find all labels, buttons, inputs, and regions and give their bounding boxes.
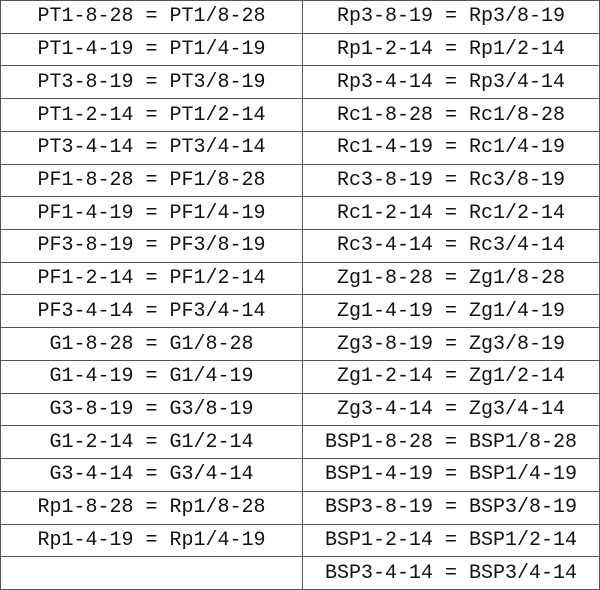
table-cell: Rc1-4-19 = Rc1/4-19 bbox=[302, 130, 600, 165]
table-row: PF1-8-28 = PF1/8-28 Rc3-8-19 = Rc3/8-19 bbox=[0, 163, 600, 198]
table-cell: PF1-4-19 = PF1/4-19 bbox=[0, 196, 303, 231]
table-row: PF1-2-14 = PF1/2-14 Zg1-8-28 = Zg1/8-28 bbox=[0, 261, 600, 296]
table-cell: PT1-4-19 = PT1/4-19 bbox=[0, 32, 303, 67]
table-cell: PT1-8-28 = PT1/8-28 bbox=[0, 0, 303, 34]
table-row: PT1-2-14 = PT1/2-14 Rc1-8-28 = Rc1/8-28 bbox=[0, 98, 600, 132]
table-cell: PT3-8-19 = PT3/8-19 bbox=[0, 65, 303, 100]
table-cell: Rc1-2-14 = Rc1/2-14 bbox=[302, 196, 600, 231]
table-cell: PT3-4-14 = PT3/4-14 bbox=[0, 130, 303, 165]
table-row: Rp1-8-28 = Rp1/8-28 BSP3-8-19 = BSP3/8-19 bbox=[0, 490, 600, 525]
table-row: G3-4-14 = G3/4-14 BSP1-4-19 = BSP1/4-19 bbox=[0, 458, 600, 492]
table-row: G1-2-14 = G1/2-14 BSP1-8-28 = BSP1/8-28 bbox=[0, 425, 600, 460]
table-cell: Rp3-4-14 = Rp3/4-14 bbox=[302, 65, 600, 100]
table-cell: BSP3-4-14 = BSP3/4-14 bbox=[302, 556, 600, 590]
table-cell: Zg3-4-14 = Zg3/4-14 bbox=[302, 392, 600, 427]
table-cell: PF3-4-14 = PF3/4-14 bbox=[0, 294, 303, 329]
table-cell: BSP1-4-19 = BSP1/4-19 bbox=[302, 458, 600, 492]
table-cell: BSP1-2-14 = BSP1/2-14 bbox=[302, 523, 600, 558]
table-cell: Rp1-4-19 = Rp1/4-19 bbox=[0, 523, 303, 558]
table-cell: Rp1-8-28 = Rp1/8-28 bbox=[0, 490, 303, 525]
table-cell: BSP3-8-19 = BSP3/8-19 bbox=[302, 490, 600, 525]
table-row: G1-4-19 = G1/4-19 Zg1-2-14 = Zg1/2-14 bbox=[0, 359, 600, 394]
table-cell: G1-4-19 = G1/4-19 bbox=[0, 359, 303, 394]
table-row: PT3-4-14 = PT3/4-14 Rc1-4-19 = Rc1/4-19 bbox=[0, 130, 600, 165]
table-cell: Rc1-8-28 = Rc1/8-28 bbox=[302, 98, 600, 132]
table-cell: PT1-2-14 = PT1/2-14 bbox=[0, 98, 303, 132]
table-cell: Zg1-8-28 = Zg1/8-28 bbox=[302, 261, 600, 296]
table-row: G1-8-28 = G1/8-28 Zg3-8-19 = Zg3/8-19 bbox=[0, 327, 600, 361]
table-cell: G3-4-14 = G3/4-14 bbox=[0, 458, 303, 492]
table-cell: G3-8-19 = G3/8-19 bbox=[0, 392, 303, 427]
table-row: Rp1-4-19 = Rp1/4-19 BSP1-2-14 = BSP1/2-14 bbox=[0, 523, 600, 558]
table-cell: Zg1-4-19 = Zg1/4-19 bbox=[302, 294, 600, 329]
table-cell: Rp1-2-14 = Rp1/2-14 bbox=[302, 32, 600, 67]
table-cell: Rc3-8-19 = Rc3/8-19 bbox=[302, 163, 600, 198]
table-cell: Rp3-8-19 = Rp3/8-19 bbox=[302, 0, 600, 34]
table-cell: BSP1-8-28 = BSP1/8-28 bbox=[302, 425, 600, 460]
table-row: PF3-4-14 = PF3/4-14 Zg1-4-19 = Zg1/4-19 bbox=[0, 294, 600, 329]
table-cell: Zg1-2-14 = Zg1/2-14 bbox=[302, 359, 600, 394]
table-row: PF1-4-19 = PF1/4-19 Rc1-2-14 = Rc1/2-14 bbox=[0, 196, 600, 231]
table-cell: Rc3-4-14 = Rc3/4-14 bbox=[302, 229, 600, 263]
table-row: PT1-4-19 = PT1/4-19 Rp1-2-14 = Rp1/2-14 bbox=[0, 32, 600, 67]
table-row: PT3-8-19 = PT3/8-19 Rp3-4-14 = Rp3/4-14 bbox=[0, 65, 600, 100]
table-row: BSP3-4-14 = BSP3/4-14 bbox=[0, 556, 600, 590]
table-cell bbox=[0, 556, 303, 590]
table-cell: Zg3-8-19 = Zg3/8-19 bbox=[302, 327, 600, 361]
table-cell: PF3-8-19 = PF3/8-19 bbox=[0, 229, 303, 263]
table-row: PT1-8-28 = PT1/8-28 Rp3-8-19 = Rp3/8-19 bbox=[0, 0, 600, 34]
table-cell: G1-8-28 = G1/8-28 bbox=[0, 327, 303, 361]
table-cell: PF1-8-28 = PF1/8-28 bbox=[0, 163, 303, 198]
table-row: G3-8-19 = G3/8-19 Zg3-4-14 = Zg3/4-14 bbox=[0, 392, 600, 427]
table-cell: G1-2-14 = G1/2-14 bbox=[0, 425, 303, 460]
table-cell: PF1-2-14 = PF1/2-14 bbox=[0, 261, 303, 296]
table-row: PF3-8-19 = PF3/8-19 Rc3-4-14 = Rc3/4-14 bbox=[0, 229, 600, 263]
